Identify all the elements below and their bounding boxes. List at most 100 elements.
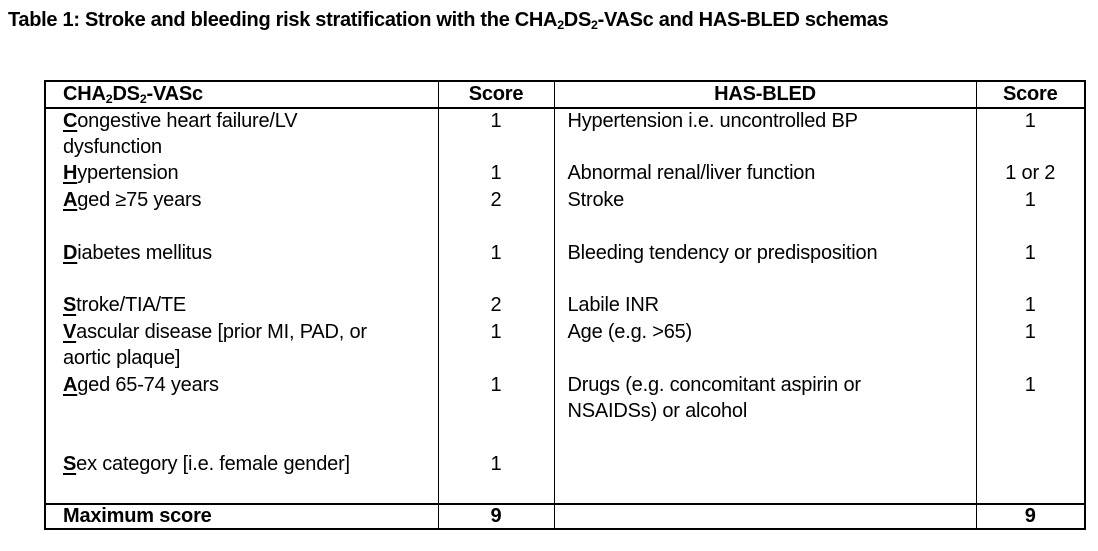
hasbled-empty-cell — [553, 502, 976, 529]
cha-score-cell — [437, 424, 554, 452]
header-segment: -VASc — [146, 83, 204, 105]
cha-criterion-cell: Vascular disease [prior MI, PAD, or — [45, 319, 438, 345]
cha-initial-letter: H — [63, 162, 78, 185]
hasbled-score-cell — [975, 134, 1085, 161]
cha-initial-letter: D — [63, 241, 78, 264]
hasbled-criterion-cell — [553, 345, 976, 372]
table-caption: Table 1: Stroke and bleeding risk strati… — [8, 9, 889, 33]
cha-score-cell — [437, 477, 554, 504]
cha-criterion-cell: Hypertension — [45, 161, 438, 187]
cha-maximum-score: 9 — [437, 502, 554, 529]
risk-stratification-table: CHA2DS2-VASc Score HAS-BLED Score Conges… — [44, 80, 1086, 530]
header-cha-score: Score — [437, 81, 554, 109]
table-row: Stroke/TIA/TE 2 Labile INR 1 — [45, 292, 1085, 320]
cha-criterion-cell: Sex category [i.e. female gender] — [45, 451, 438, 477]
hasbled-criterion-cell: NSAIDSs) or alcohol — [553, 398, 976, 425]
caption-segment: -VASc and HAS-BLED schemas — [597, 9, 889, 31]
cha-criterion-cell: Aged 65-74 years — [45, 372, 438, 398]
caption-subscript-2: 2 — [557, 18, 564, 33]
cha-criterion-cell — [45, 425, 438, 451]
cha-score-cell: 1 — [437, 160, 554, 188]
cha-criterion-cell — [45, 477, 438, 503]
hasbled-criterion-cell — [553, 477, 976, 504]
table-row — [45, 266, 1085, 293]
table-row: Aged 65-74 years 1 Drugs (e.g. concomita… — [45, 371, 1085, 399]
cha-criterion-cell: Stroke/TIA/TE — [45, 293, 438, 319]
cha-criterion-text: dysfunction — [63, 136, 162, 159]
hasbled-criterion-cell — [553, 134, 976, 161]
table-row: dysfunction — [45, 134, 1085, 161]
table-row — [45, 477, 1085, 504]
cha-initial-letter: A — [63, 188, 78, 211]
cha-criterion-text: ongestive heart failure/LV — [77, 110, 298, 133]
hasbled-criterion-cell: Abnormal renal/liver function — [553, 160, 976, 188]
header-subscript-2: 2 — [105, 92, 113, 107]
hasbled-criterion-cell — [553, 424, 976, 452]
table-row: Hypertension 1 Abnormal renal/liver func… — [45, 160, 1085, 188]
cha-score-cell — [437, 266, 554, 293]
cha-initial-letter: S — [63, 294, 77, 317]
hasbled-score-cell: 1 or 2 — [975, 160, 1085, 188]
cha-score-cell — [437, 134, 554, 161]
header-subscript-2: 2 — [139, 92, 147, 107]
cha-criterion-cell: Aged ≥75 years — [45, 187, 438, 213]
caption-segment: Table 1: Stroke and bleeding risk strati… — [8, 9, 558, 31]
table-row: Sex category [i.e. female gender] 1 — [45, 451, 1085, 478]
hasbled-criterion-cell — [553, 266, 976, 293]
hasbled-score-cell: 1 — [975, 371, 1085, 399]
maximum-score-row: Maximum score 9 9 — [45, 502, 1085, 529]
table-row: aortic plaque] — [45, 345, 1085, 372]
hasbled-criterion-cell: Drugs (e.g. concomitant aspirin or — [553, 371, 976, 399]
header-segment: DS — [112, 83, 140, 105]
header-cha2ds2vasc: CHA2DS2-VASc — [45, 81, 438, 109]
cha-criterion-text: aortic plaque] — [63, 347, 181, 370]
cha-criterion-text: ypertension — [77, 162, 179, 185]
cha-score-cell: 2 — [437, 187, 554, 214]
hasbled-maximum-score: 9 — [975, 502, 1085, 529]
cha-criterion-text: troke/TIA/TE — [76, 294, 186, 317]
header-hasbled-score: Score — [975, 81, 1085, 109]
cha-criterion-text: ascular disease [prior MI, PAD, or — [76, 320, 367, 343]
hasbled-score-cell — [975, 477, 1085, 504]
cha-criterion-cell: dysfunction — [45, 134, 438, 160]
hasbled-score-cell — [975, 266, 1085, 293]
cha-score-cell: 1 — [437, 371, 554, 399]
cha-score-cell: 1 — [437, 451, 554, 478]
hasbled-score-cell — [975, 424, 1085, 452]
table-row: Vascular disease [prior MI, PAD, or 1 Ag… — [45, 319, 1085, 346]
header-row: CHA2DS2-VASc Score HAS-BLED Score — [45, 81, 1085, 109]
caption-segment: DS — [563, 9, 591, 31]
hasbled-score-cell: 1 — [975, 319, 1085, 346]
hasbled-criterion-cell: Bleeding tendency or predisposition — [553, 239, 976, 267]
cha-initial-letter: C — [63, 110, 78, 133]
hasbled-score-cell — [975, 345, 1085, 372]
table-body: Congestive heart failure/LV 1 Hypertensi… — [45, 108, 1085, 504]
table-row: Congestive heart failure/LV 1 Hypertensi… — [45, 108, 1085, 135]
cha-score-cell: 2 — [437, 292, 554, 320]
cha-initial-letter: A — [63, 373, 78, 396]
cha-criterion-cell: Congestive heart failure/LV — [45, 108, 438, 134]
header-segment: CHA — [63, 83, 106, 105]
table-row: NSAIDSs) or alcohol — [45, 398, 1085, 425]
cha-criterion-text: ged ≥75 years — [77, 188, 202, 211]
cha-score-cell: 1 — [437, 319, 554, 346]
table-row — [45, 424, 1085, 452]
hasbled-score-cell: 1 — [975, 292, 1085, 320]
cha-score-cell — [437, 213, 554, 240]
hasbled-score-cell: 1 — [975, 187, 1085, 214]
cha-criterion-cell — [45, 214, 438, 240]
cha-score-cell — [437, 398, 554, 425]
cha-initial-letter: S — [63, 452, 77, 475]
cha-criterion-text: iabetes mellitus — [77, 241, 212, 264]
cha-criterion-cell — [45, 266, 438, 292]
hasbled-criterion-cell: Age (e.g. >65) — [553, 319, 976, 346]
hasbled-criterion-cell — [553, 451, 976, 478]
cha-criterion-text: ex category [i.e. female gender] — [76, 452, 350, 475]
hasbled-score-cell — [975, 398, 1085, 425]
hasbled-criterion-cell: Labile INR — [553, 292, 976, 320]
cha-criterion-cell: aortic plaque] — [45, 346, 438, 372]
cha-initial-letter: V — [63, 320, 77, 343]
cha-score-cell — [437, 345, 554, 372]
table-row: Diabetes mellitus 1 Bleeding tendency or… — [45, 239, 1085, 267]
table-row: Aged ≥75 years 2 Stroke 1 — [45, 187, 1085, 214]
